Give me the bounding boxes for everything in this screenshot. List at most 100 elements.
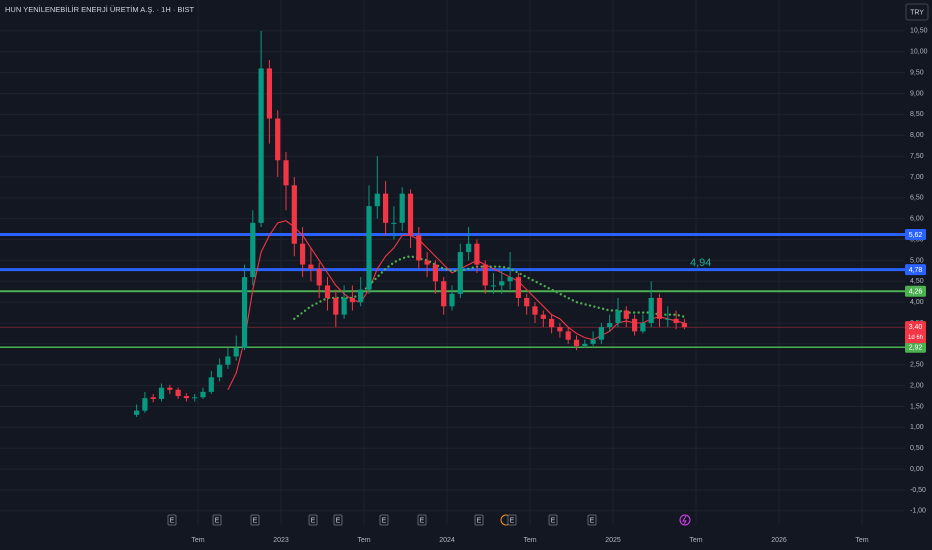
y-tick-label: 7,50 [910, 153, 924, 160]
candle-body [192, 397, 198, 399]
candle-body [266, 68, 273, 119]
event[interactable]: E [417, 514, 427, 526]
level-tag [905, 285, 926, 297]
candle-body [482, 264, 488, 286]
y-tick-label: 4,00 [910, 299, 924, 306]
candle-body [142, 398, 148, 411]
y-tick-label: 0,00 [910, 466, 924, 473]
level-tag-label: 4,26 [909, 289, 923, 296]
candle-body [366, 206, 372, 290]
candle-body [656, 297, 663, 319]
event[interactable]: E [507, 514, 517, 526]
candle-body [474, 243, 480, 265]
candle-body [383, 193, 389, 223]
candle-body [167, 387, 173, 390]
y-tick-label: 4,50 [910, 278, 924, 285]
event-label[interactable]: E [311, 517, 316, 524]
event[interactable]: E [379, 514, 389, 526]
event[interactable]: E [333, 514, 343, 526]
candle-body [233, 348, 239, 357]
candle-body [391, 222, 397, 224]
candle-body [548, 318, 555, 328]
event[interactable]: E [587, 514, 597, 526]
event-label[interactable]: E [253, 517, 258, 524]
candle-body [532, 306, 538, 315]
x-tick-label: Tem [855, 537, 868, 544]
x-tick-label: Tem [523, 537, 536, 544]
candle-body [158, 387, 165, 399]
candle-body [175, 389, 181, 397]
candle-body [466, 243, 472, 253]
candle-body [134, 410, 140, 415]
y-tick-label: 1,50 [910, 403, 924, 410]
candle-body [333, 297, 339, 315]
y-tick-label: 0,50 [910, 445, 924, 452]
event-label[interactable]: E [215, 517, 220, 524]
x-tick-label: 2024 [439, 537, 455, 544]
candle-body [565, 331, 571, 340]
currency-button[interactable] [905, 3, 929, 21]
candle-body [341, 297, 347, 315]
candle-body [308, 264, 314, 269]
level-tag [905, 341, 926, 353]
candle-body [673, 318, 679, 324]
candle-body [457, 252, 463, 294]
candle-body [648, 297, 654, 324]
candle-body [499, 281, 505, 286]
event[interactable]: E [548, 514, 558, 526]
event[interactable]: E [308, 514, 318, 526]
event[interactable]: E [250, 514, 260, 526]
x-tick-label: Tem [357, 537, 370, 544]
y-tick-label: 1,00 [910, 424, 924, 431]
event-label[interactable]: E [477, 517, 482, 524]
candle-body [225, 356, 231, 365]
y-tick-label: 9,00 [910, 90, 924, 97]
event-label[interactable]: E [382, 517, 387, 524]
y-tick-label: -0,50 [910, 487, 926, 494]
chart-title: HUN YENİLENEBİLİR ENERJİ ÜRETİM A.Ş. · 1… [5, 5, 194, 14]
candle-body [275, 118, 281, 161]
event-label[interactable]: E [336, 517, 341, 524]
price-tag [905, 321, 926, 344]
candle-body [183, 396, 190, 399]
currency-label[interactable]: TRY [910, 9, 924, 16]
event-label[interactable]: E [420, 517, 425, 524]
event[interactable]: E [167, 514, 177, 526]
candle-body [208, 377, 214, 392]
lightning-icon [682, 515, 687, 525]
candle-body [424, 260, 430, 265]
event[interactable]: E [474, 514, 484, 526]
event-markers: E E E E E E E E E E E [167, 514, 691, 526]
candle-body [623, 310, 629, 319]
y-tick-label: 8,00 [910, 132, 924, 139]
y-tick-label: 10,50 [910, 28, 928, 35]
level-tag-label: 2,92 [909, 345, 923, 352]
y-tick-label: 5,00 [910, 257, 924, 264]
y-tick-label: 9,50 [910, 69, 924, 76]
candles [134, 30, 687, 417]
event-label[interactable]: E [170, 517, 175, 524]
level-tag [905, 229, 926, 241]
candle-body [241, 277, 248, 349]
y-tick-label: 10,00 [910, 49, 928, 56]
candle-body [374, 193, 380, 207]
event-label[interactable]: E [510, 517, 515, 524]
candle-body [432, 264, 439, 282]
level-tag [905, 264, 926, 276]
x-tick-label: 2025 [605, 537, 621, 544]
candle-body [490, 285, 497, 287]
candle-body [150, 397, 156, 399]
event-label[interactable]: E [590, 517, 595, 524]
event-label[interactable]: E [551, 517, 556, 524]
candle-body [640, 323, 646, 332]
candle-body [582, 343, 588, 346]
x-tick-label: 2026 [771, 537, 787, 544]
event[interactable]: E [212, 514, 222, 526]
candle-body [349, 297, 356, 303]
upcoming-marker[interactable] [679, 514, 691, 526]
axes: 10,50 10,00 9,50 9,00 8,50 8,00 7,50 7,00 6,50 6,… [191, 28, 927, 544]
candle-body [449, 293, 455, 307]
candle-body [540, 314, 546, 319]
price-tag-label: 3,40 [909, 324, 923, 331]
